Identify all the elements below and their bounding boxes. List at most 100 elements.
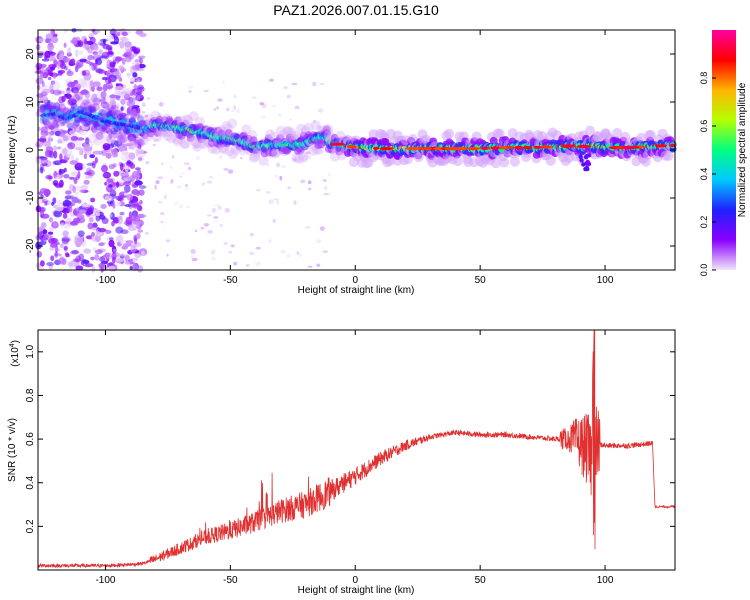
heatmap-cell: [583, 166, 588, 172]
heatmap-cell: [71, 87, 80, 94]
heatmap-cell: [106, 111, 114, 119]
heatmap-cell: [565, 144, 572, 148]
heatmap-cell: [490, 146, 501, 150]
heatmap-cell: [280, 250, 286, 254]
heatmap-cell: [98, 108, 106, 116]
heatmap-cell: [114, 85, 125, 96]
heatmap-cell: [53, 145, 57, 153]
heatmap-cell: [112, 203, 116, 209]
x-tick-label: -100: [95, 575, 115, 586]
heatmap-cell: [77, 199, 82, 204]
heatmap-cell: [123, 243, 132, 247]
heatmap-cell: [206, 180, 213, 184]
colorbar-tick-label: 0.2: [699, 216, 709, 229]
heatmap-cell: [137, 155, 144, 162]
heatmap-cell: [64, 93, 68, 97]
heatmap-cell: [61, 148, 68, 155]
heatmap-cell: [94, 157, 98, 164]
heatmap-cell: [50, 89, 55, 95]
heatmap-cell: [102, 114, 109, 121]
heatmap-cell: [132, 65, 140, 71]
heatmap-cell: [98, 98, 106, 103]
heatmap-cell: [92, 129, 103, 140]
heatmap-cell: [52, 119, 58, 126]
heatmap-cell: [233, 105, 236, 110]
heatmap-cell: [296, 123, 306, 134]
heatmap-cell: [84, 100, 95, 111]
heatmap-cell: [61, 111, 68, 118]
heatmap-cell: [140, 250, 145, 256]
heatmap-cell: [104, 125, 113, 134]
heatmap-cell: [146, 97, 151, 100]
heatmap-cell: [94, 123, 102, 131]
heatmap-cell: [83, 101, 92, 110]
heatmap-cell: [120, 151, 131, 162]
heatmap-cell: [92, 222, 98, 229]
heatmap-cell: [90, 231, 96, 237]
heatmap-cell: [118, 112, 127, 118]
heatmap-cell: [39, 103, 47, 111]
heatmap-cell: [203, 89, 209, 93]
heatmap-cell: [224, 208, 230, 213]
heatmap-cell: [276, 199, 280, 205]
heatmap-cell: [100, 204, 107, 209]
heatmap-cell: [66, 57, 70, 63]
heatmap-cell: [127, 133, 137, 142]
heatmap-cell: [59, 169, 66, 174]
heatmap-cell: [117, 113, 124, 121]
colorbar-tick-label: 0.6: [699, 120, 709, 133]
heatmap-cell: [73, 258, 80, 263]
heatmap-cell: [271, 104, 277, 108]
heatmap-cell: [108, 213, 113, 218]
heatmap-cell: [75, 191, 79, 196]
heatmap-cell: [169, 166, 173, 169]
heatmap-cell: [195, 156, 201, 160]
heatmap-cell: [214, 220, 219, 223]
snr-x-label: Height of straight line (km): [298, 585, 415, 596]
heatmap-cell: [170, 180, 174, 184]
y-tick-label: 0.8: [25, 388, 36, 402]
heatmap-cell: [76, 96, 83, 102]
heatmap-cell: [107, 34, 114, 43]
heatmap-cell: [50, 125, 59, 133]
heatmap-cell: [48, 131, 55, 136]
heatmap-cell: [124, 143, 134, 147]
heatmap-cell: [125, 151, 136, 162]
heatmap-cell: [255, 246, 261, 250]
heatmap-cell: [82, 163, 87, 169]
heatmap-cell: [53, 118, 59, 127]
heatmap-cell: [193, 144, 200, 149]
heatmap-cell: [172, 155, 175, 159]
heatmap-cell: [113, 125, 121, 133]
heatmap-cell: [89, 106, 97, 114]
heatmap-cell: [126, 128, 132, 132]
heatmap-cell: [223, 168, 229, 171]
heatmap-cell: [272, 218, 276, 223]
heatmap-cell: [50, 80, 56, 85]
heatmap-cell: [97, 228, 107, 233]
heatmap-cell: [88, 103, 97, 112]
heatmap-cell: [157, 176, 164, 180]
heatmap-cell: [44, 143, 51, 147]
heatmap-cell: [118, 216, 123, 225]
heatmap-cell: [128, 135, 137, 144]
heatmap-cell: [116, 234, 124, 243]
heatmap-cell: [44, 120, 52, 129]
heatmap-cell: [40, 213, 50, 219]
heatmap-cell: [68, 59, 74, 67]
heatmap-cell: [46, 119, 57, 130]
heatmap-cell: [313, 120, 316, 123]
heatmap-cell: [43, 114, 54, 125]
heatmap-cell: [71, 139, 82, 150]
heatmap-cell: [91, 118, 98, 126]
heatmap-cell: [57, 128, 66, 137]
heatmap-cell: [308, 187, 312, 191]
heatmap-cell: [405, 147, 421, 151]
heatmap-cell: [123, 93, 130, 101]
heatmap-cell: [70, 102, 78, 110]
heatmap-cell: [101, 108, 112, 119]
heatmap-cell: [123, 127, 131, 135]
heatmap-cell: [276, 162, 281, 168]
heatmap-cell: [134, 137, 143, 145]
heatmap-cell: [89, 36, 96, 44]
